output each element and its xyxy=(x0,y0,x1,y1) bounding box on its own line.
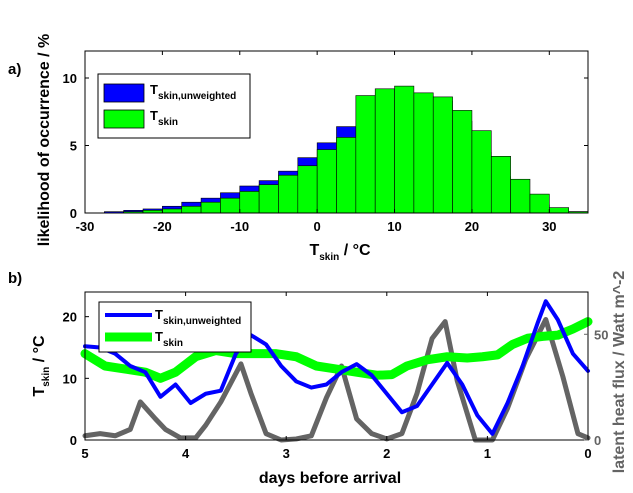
panel-a-label: a) xyxy=(8,61,21,78)
bar-skin-22 xyxy=(529,193,550,214)
legend-b-label-unweighted-main: T xyxy=(155,307,163,322)
a-xtick-label: 30 xyxy=(542,219,556,234)
series-line-tskin xyxy=(80,317,593,383)
panel-a-y-ticks: 0 5 10 xyxy=(63,71,588,221)
b-ytick-label: 10 xyxy=(63,371,77,386)
legend-b-label-skin: Tskin xyxy=(155,329,183,349)
bar-skin-4 xyxy=(181,205,202,214)
bar-skin-11 xyxy=(316,149,337,214)
b-y2tick-label: 50 xyxy=(594,327,608,342)
legend-b-label-unweighted-sub: skin,unweighted xyxy=(163,316,241,327)
b-xtick-label: 0 xyxy=(584,446,591,461)
bar-skin-7 xyxy=(239,191,260,214)
legend-a-swatch-skin xyxy=(103,109,145,129)
b-ytick-label: 0 xyxy=(70,433,77,448)
b-xtick-label: 2 xyxy=(383,446,390,461)
a-xtick-label: 20 xyxy=(465,219,479,234)
bar-skin-3 xyxy=(162,208,183,214)
panel-b-label: b) xyxy=(8,270,22,287)
panel-b-y2-ticks: 0 50 xyxy=(584,327,608,448)
a-xtick-label: -20 xyxy=(153,219,172,234)
legend-a-label-unweighted: Tskin,unweighted xyxy=(150,82,236,102)
a-xtick-label: -30 xyxy=(76,219,95,234)
panel-b-y2-axis-label: latent heat flux / Watt m^-2 xyxy=(611,271,628,474)
panel-a: a) likelihood of occurrence / % -30 -20 -1… xyxy=(8,34,589,263)
b-xtick-label: 4 xyxy=(182,446,190,461)
a-xtick-label: 10 xyxy=(387,219,401,234)
panel-b-axes-box xyxy=(84,291,589,441)
a-xtick-label: 0 xyxy=(314,219,321,234)
a-ytick-label: 5 xyxy=(70,139,77,154)
panel-a-x-axis-label-sub: skin xyxy=(319,252,339,263)
b-xtick-label: 1 xyxy=(484,446,491,461)
panel-b-x-axis-label: days before arrival xyxy=(259,470,401,487)
bar-skin-12 xyxy=(336,137,357,214)
b-xtick-label: 5 xyxy=(81,446,88,461)
bar-skin-5 xyxy=(200,201,221,214)
panel-b-y-axis-label: Tskin / °C xyxy=(31,335,52,397)
bar-skin-15 xyxy=(394,85,415,214)
a-ytick-label: 10 xyxy=(63,71,77,86)
panel-b: b) Tskin / °C latent heat flux / Watt m^… xyxy=(8,270,628,487)
b-y2tick-label: 0 xyxy=(594,433,601,448)
panel-a-x-axis-label: Tskin / °C xyxy=(309,242,371,263)
legend-b-label-skin-main: T xyxy=(155,329,163,344)
bar-skin-18 xyxy=(452,110,473,214)
bar-skin-21 xyxy=(510,178,531,214)
panel-a-x-ticks: -30 -20 -10 0 10 20 30 xyxy=(76,51,557,234)
panel-a-plot-area xyxy=(104,85,589,214)
b-xtick-label: 3 xyxy=(283,446,290,461)
series-line-latent-heat-flux xyxy=(82,316,591,443)
a-ytick-label: 0 xyxy=(70,206,77,221)
panel-a-axes-box xyxy=(84,50,589,214)
legend-a-label-unweighted-main: T xyxy=(150,82,158,97)
panel-b-legend-box xyxy=(98,301,252,353)
panel-a-x-axis-label-main: T xyxy=(309,242,319,259)
legend-a-swatch-unweighted xyxy=(103,83,145,103)
bar-skin-16 xyxy=(413,92,434,214)
legend-b-label-skin-sub: skin xyxy=(163,338,183,349)
panel-b-y-axis-label-main: T xyxy=(31,387,48,397)
panel-a-x-axis-label-unit: / °C xyxy=(339,242,371,259)
panel-b-legend: Tskin,unweighted Tskin xyxy=(98,301,252,353)
bar-skin-19 xyxy=(471,130,492,214)
panel-b-y-axis-label-unit: / °C xyxy=(31,335,48,367)
legend-a-label-unweighted-sub: skin,unweighted xyxy=(158,91,236,102)
legend-a-label-skin-sub: skin xyxy=(158,117,178,128)
bar-skin-23 xyxy=(549,207,569,214)
bar-skin-13 xyxy=(355,95,376,214)
panel-b-plot-area xyxy=(80,299,593,443)
bar-skin-6 xyxy=(220,197,241,214)
legend-a-label-skin: Tskin xyxy=(150,108,178,128)
b-ytick-label: 20 xyxy=(63,310,77,325)
panel-b-y-ticks: 0 10 20 xyxy=(63,310,89,448)
bar-skin-14 xyxy=(374,88,395,214)
bar-skin-8 xyxy=(258,184,279,214)
series-line-tskin-unweighted xyxy=(83,299,590,436)
bar-skin-10 xyxy=(297,165,318,214)
bar-skin-20 xyxy=(490,156,511,214)
panel-a-y-axis-label: likelihood of occurrence / % xyxy=(36,34,53,247)
panel-b-x-ticks: 5 4 3 2 1 0 xyxy=(81,292,592,461)
a-xtick-label: -10 xyxy=(230,219,249,234)
bar-skin-17 xyxy=(432,96,453,214)
legend-a-label-skin-main: T xyxy=(150,108,158,123)
panel-a-legend: Tskin,unweighted Tskin xyxy=(97,73,251,139)
bar-skin-9 xyxy=(278,174,299,214)
legend-b-label-unweighted: Tskin,unweighted xyxy=(155,307,241,327)
panel-b-y-axis-label-sub: skin xyxy=(41,367,52,387)
